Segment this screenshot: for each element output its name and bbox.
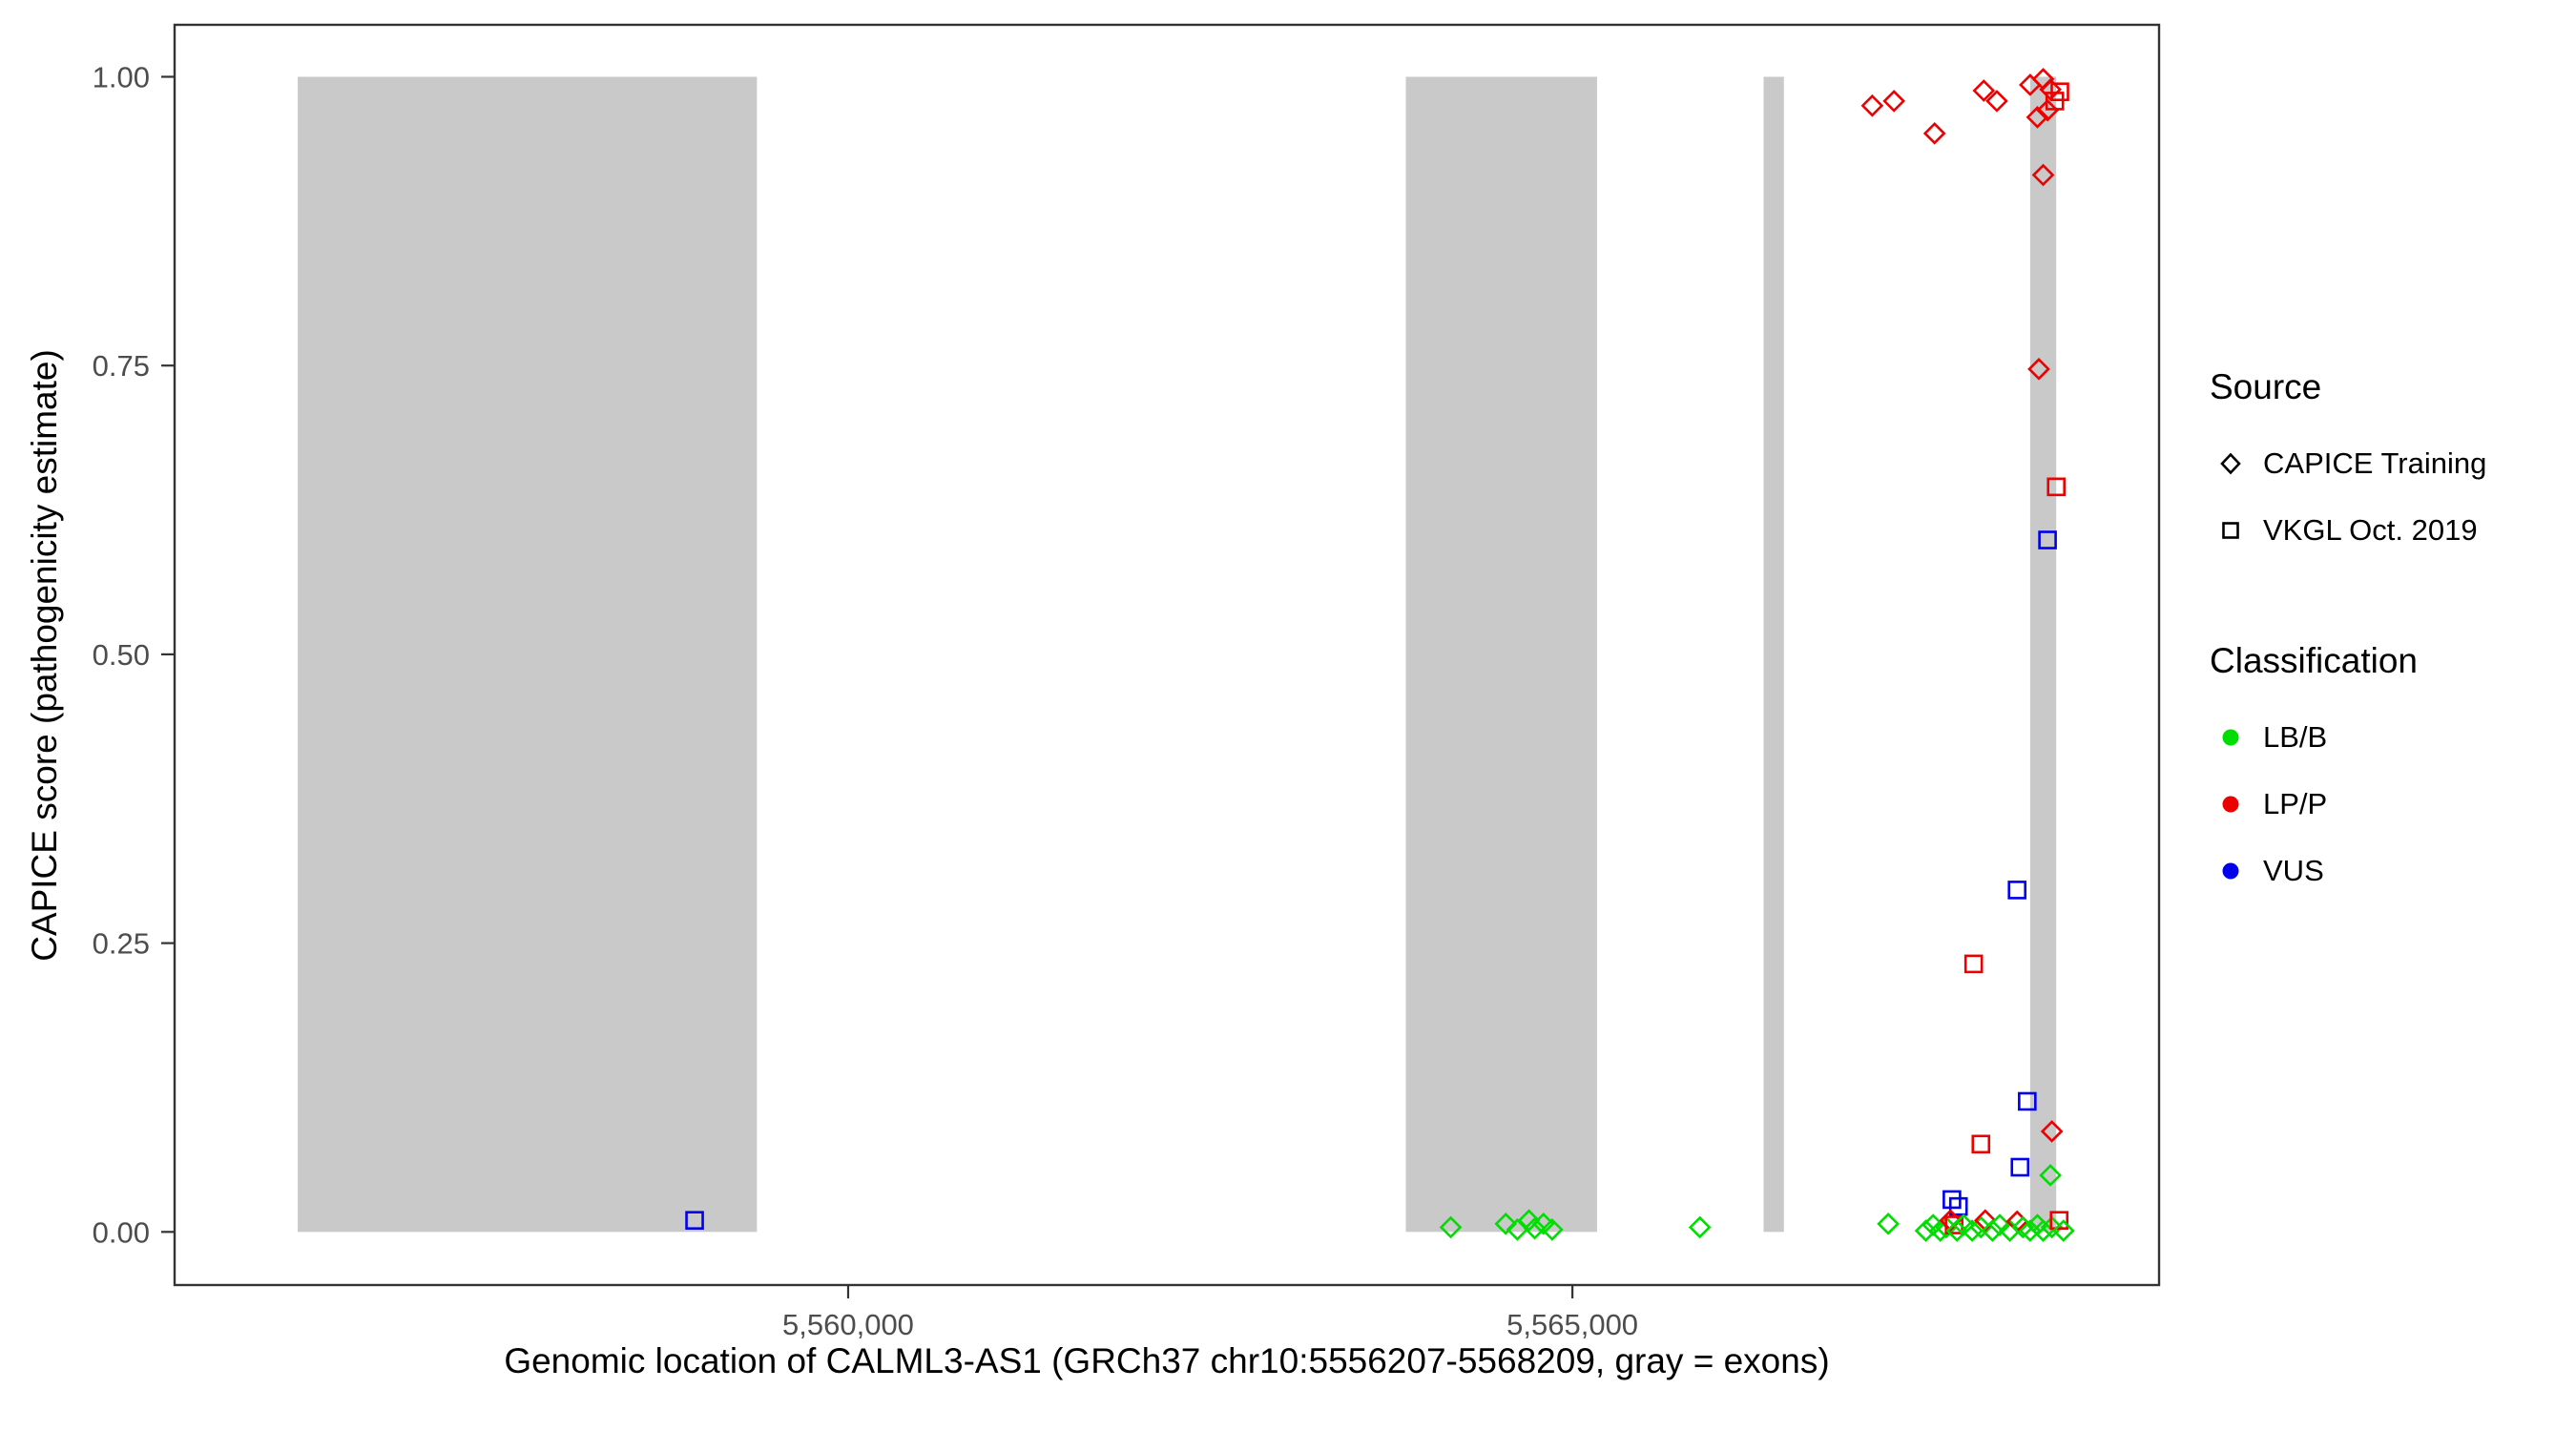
y-tick-label: 0.75 bbox=[93, 349, 150, 383]
point-diamond bbox=[1972, 79, 1996, 102]
point-diamond bbox=[2039, 77, 2062, 101]
exon-region bbox=[1405, 76, 1597, 1233]
point-diamond bbox=[1998, 1219, 2022, 1242]
blue-dot-icon bbox=[2222, 862, 2239, 880]
legend-item-vus: VUS bbox=[2210, 838, 2418, 904]
point-diamond bbox=[1439, 1215, 1463, 1239]
point-diamond bbox=[2027, 357, 2050, 381]
legend-item-label: VUS bbox=[2263, 854, 2324, 887]
point-diamond bbox=[1961, 1219, 1984, 1242]
point-square bbox=[2010, 1157, 2030, 1177]
y-tick-label: 0.50 bbox=[93, 638, 150, 672]
x-tick-label: 5,560,000 bbox=[782, 1308, 914, 1341]
point-diamond bbox=[2039, 1164, 2062, 1187]
point-diamond bbox=[2036, 98, 2059, 122]
legend-source: Source CAPICE Training VKGL Oct. 2019 bbox=[2210, 367, 2486, 564]
point-diamond bbox=[1922, 121, 1946, 145]
legend-item-label: LP/P bbox=[2263, 787, 2328, 820]
x-axis-title: Genomic location of CALML3-AS1 (GRCh37 c… bbox=[504, 1341, 1830, 1380]
point-square bbox=[1971, 1134, 1991, 1154]
point-square bbox=[1963, 954, 1984, 974]
point-diamond bbox=[1882, 90, 1905, 113]
red-dot-icon bbox=[2222, 796, 2239, 813]
point-diamond bbox=[1914, 1219, 1938, 1242]
legend-item-label: CAPICE Training bbox=[2263, 446, 2487, 480]
point-diamond bbox=[1517, 1209, 1541, 1233]
point-diamond bbox=[1877, 1212, 1900, 1235]
point-square bbox=[2007, 881, 2027, 900]
legend-item-label: VKGL Oct. 2019 bbox=[2263, 513, 2478, 547]
legend-classification-title: Classification bbox=[2210, 641, 2418, 680]
exon-region bbox=[2029, 76, 2057, 1233]
legend-classification: Classification LB/B LP/P VUS bbox=[2210, 641, 2418, 904]
x-tick-label: 5,565,000 bbox=[1506, 1308, 1638, 1341]
y-axis-title: CAPICE score (pathogenicity estimate) bbox=[25, 349, 64, 962]
y-tick-label: 1.00 bbox=[93, 60, 150, 93]
point-diamond bbox=[1688, 1215, 1712, 1239]
point-diamond bbox=[1541, 1218, 1564, 1241]
exon-region bbox=[298, 76, 758, 1233]
green-dot-icon bbox=[2222, 729, 2239, 746]
point-square bbox=[1948, 1196, 1968, 1216]
legend-item-capice-training: CAPICE Training bbox=[2210, 430, 2486, 497]
point-diamond bbox=[1981, 1219, 2005, 1242]
point-diamond bbox=[2040, 1120, 2064, 1143]
point-diamond bbox=[1985, 90, 2008, 113]
point-diamond bbox=[1523, 1216, 1547, 1240]
point-diamond bbox=[1860, 93, 1884, 117]
point-square bbox=[2050, 82, 2069, 102]
exon-region bbox=[1763, 76, 1784, 1233]
legend-item-vkgl: VKGL Oct. 2019 bbox=[2210, 497, 2486, 564]
point-square bbox=[2018, 1091, 2037, 1111]
legend-item-lbb: LB/B bbox=[2210, 704, 2418, 771]
legend-item-label: LB/B bbox=[2263, 720, 2328, 754]
point-diamond bbox=[2040, 1215, 2064, 1239]
legend-item-lpp: LP/P bbox=[2210, 771, 2418, 838]
point-diamond bbox=[2031, 1219, 2055, 1242]
point-diamond bbox=[1494, 1212, 1518, 1235]
point-square bbox=[2049, 1211, 2069, 1230]
diamond-icon bbox=[2220, 452, 2241, 475]
point-diamond bbox=[2025, 106, 2049, 129]
point-diamond bbox=[2051, 1219, 2075, 1242]
point-square bbox=[685, 1211, 704, 1230]
point-square bbox=[2038, 530, 2057, 550]
point-diamond bbox=[1969, 1215, 1993, 1239]
point-diamond bbox=[1988, 1213, 2011, 1236]
legend-source-title: Source bbox=[2210, 367, 2322, 406]
point-diamond bbox=[2031, 163, 2055, 187]
point-diamond bbox=[1945, 1219, 1969, 1242]
y-tick-label: 0.25 bbox=[93, 927, 150, 961]
point-square bbox=[2046, 477, 2067, 497]
square-icon bbox=[2222, 522, 2239, 539]
y-tick-label: 0.00 bbox=[93, 1215, 150, 1249]
